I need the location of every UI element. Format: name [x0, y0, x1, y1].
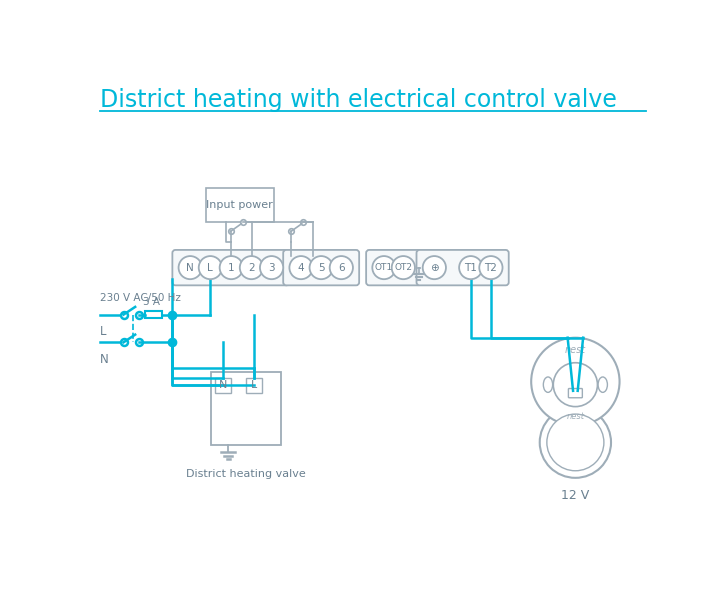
Circle shape	[392, 256, 415, 279]
Bar	[246, 378, 261, 393]
Text: L: L	[100, 326, 107, 339]
Text: 2: 2	[248, 263, 255, 273]
Bar	[206, 188, 274, 222]
Text: ⊕: ⊕	[430, 263, 439, 273]
FancyBboxPatch shape	[416, 250, 509, 285]
Text: 3: 3	[268, 263, 275, 273]
Circle shape	[372, 256, 395, 279]
Text: T2: T2	[484, 263, 497, 273]
Text: N: N	[186, 263, 194, 273]
Ellipse shape	[543, 377, 553, 393]
Circle shape	[220, 256, 243, 279]
Text: nest: nest	[565, 345, 586, 355]
FancyBboxPatch shape	[283, 250, 359, 285]
Circle shape	[260, 256, 283, 279]
Text: 3 A: 3 A	[143, 298, 160, 307]
Bar	[211, 372, 281, 445]
Text: L: L	[250, 380, 257, 390]
Text: OT1: OT1	[375, 263, 393, 272]
Circle shape	[553, 363, 598, 407]
Circle shape	[423, 256, 446, 279]
Circle shape	[240, 256, 263, 279]
Text: N: N	[218, 380, 227, 390]
Ellipse shape	[598, 377, 607, 393]
Text: Input power: Input power	[207, 200, 273, 210]
Text: N: N	[100, 353, 109, 366]
Bar	[215, 378, 231, 393]
FancyBboxPatch shape	[366, 250, 422, 285]
Text: T1: T1	[464, 263, 477, 273]
Bar	[146, 311, 162, 318]
Text: 5: 5	[318, 263, 325, 273]
Circle shape	[290, 256, 312, 279]
Circle shape	[309, 256, 333, 279]
Circle shape	[479, 256, 502, 279]
Text: 6: 6	[338, 263, 344, 273]
Circle shape	[330, 256, 353, 279]
Text: 1: 1	[228, 263, 234, 273]
FancyBboxPatch shape	[173, 250, 290, 285]
Circle shape	[178, 256, 202, 279]
Text: 4: 4	[298, 263, 304, 273]
Text: 12 V: 12 V	[561, 489, 590, 501]
Circle shape	[199, 256, 222, 279]
Circle shape	[547, 414, 604, 471]
Text: District heating valve: District heating valve	[186, 469, 306, 479]
FancyBboxPatch shape	[569, 388, 582, 398]
Text: 230 V AC/50 Hz: 230 V AC/50 Hz	[100, 293, 181, 303]
Text: District heating with electrical control valve: District heating with electrical control…	[100, 89, 617, 112]
Circle shape	[531, 338, 620, 425]
Text: nest: nest	[566, 412, 585, 421]
Text: L: L	[207, 263, 213, 273]
Circle shape	[539, 407, 611, 478]
Text: OT2: OT2	[395, 263, 412, 272]
Circle shape	[459, 256, 483, 279]
